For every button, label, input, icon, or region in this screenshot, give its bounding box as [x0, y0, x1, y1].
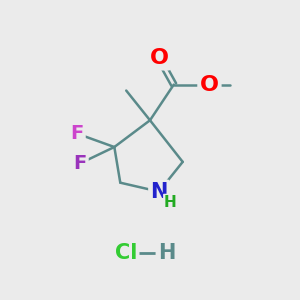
Text: O: O: [200, 75, 219, 94]
Text: Cl: Cl: [115, 242, 137, 262]
Text: H: H: [158, 242, 175, 262]
Text: O: O: [149, 48, 168, 68]
Text: F: F: [74, 154, 87, 173]
Text: N: N: [150, 182, 168, 202]
Text: H: H: [164, 194, 177, 209]
Text: F: F: [70, 124, 84, 143]
